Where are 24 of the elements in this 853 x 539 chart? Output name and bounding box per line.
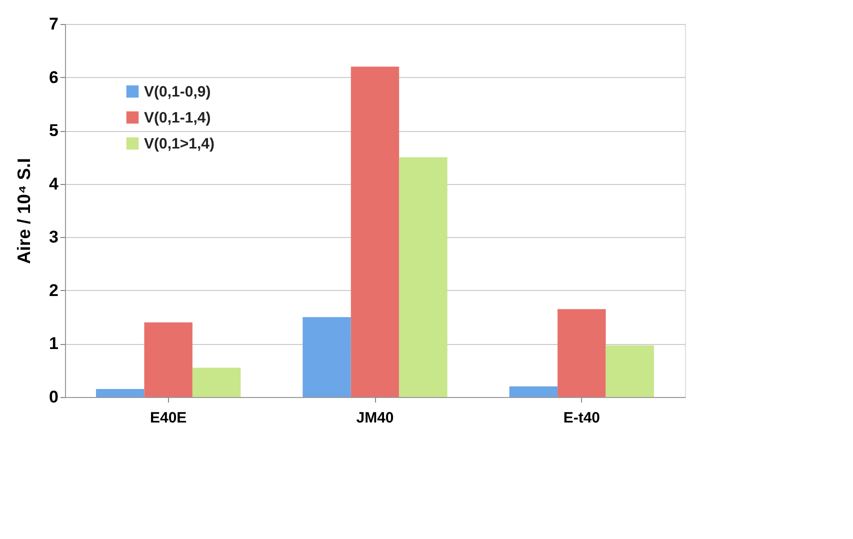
bar [302,317,351,397]
x-tick-label: E-t40 [563,410,600,426]
legend-label: V(0,1-1,4) [144,110,211,126]
y-axis-title: Aire / 10⁴ S.I [14,158,34,264]
x-tick-label: E40E [150,410,187,426]
bar [96,389,144,397]
bar [606,345,654,397]
y-tick-label: 3 [49,228,58,247]
bar [192,368,241,397]
y-tick-label: 7 [49,14,58,34]
bar [350,66,400,397]
bar [399,157,448,397]
x-tick-label: JM40 [356,410,394,426]
bar [144,322,192,397]
bar [509,386,558,397]
y-tick-label: 5 [49,121,58,140]
legend-label: V(0,1-0,9) [144,84,211,100]
y-tick-label: 0 [49,388,58,406]
y-tick-label: 2 [49,280,58,300]
y-tick-label: 4 [49,174,60,194]
legend-label: V(0,1>1,4) [144,136,214,152]
bar [558,309,606,397]
y-tick-label: 6 [49,68,58,87]
y-tick-label: 1 [49,334,58,354]
